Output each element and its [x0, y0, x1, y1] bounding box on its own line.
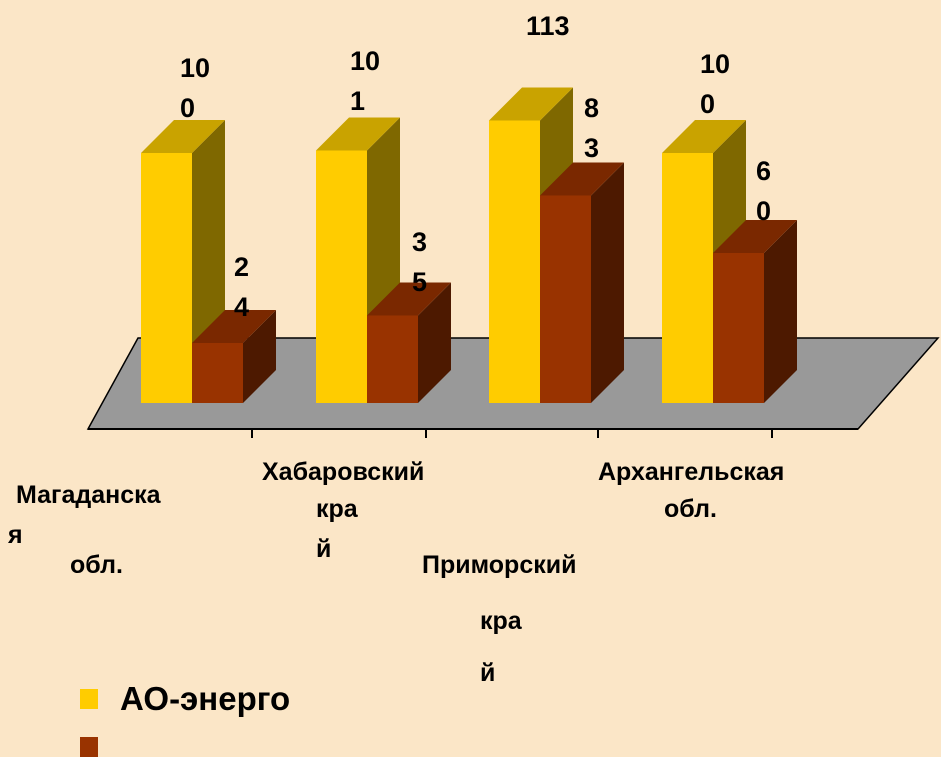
value-label-s2-c2: 5 — [412, 267, 427, 297]
value-label-s2-c1: 2 — [234, 252, 249, 282]
category-label-3: кра — [480, 607, 522, 635]
bar-s2-c2 — [367, 282, 451, 403]
bar-top — [540, 162, 624, 196]
bar-top — [489, 87, 573, 121]
bar-front — [540, 195, 591, 403]
category-label-1: я — [8, 521, 23, 549]
value-label-s1-c2: 10 — [350, 46, 380, 76]
category-label-4: обл. — [664, 495, 717, 523]
category-label-4: Архангельская — [598, 458, 785, 486]
value-label-s1-c1: 10 — [180, 53, 210, 83]
bar-side — [591, 162, 624, 403]
bar-s2-c3 — [540, 162, 624, 403]
bar-top — [367, 282, 451, 316]
bar-side — [243, 310, 276, 403]
legend-swatch-series-1 — [80, 689, 98, 709]
value-label-s2-c3: 8 — [584, 93, 599, 123]
value-label-s2-c4: 0 — [756, 196, 771, 226]
value-label-s2-c3: 3 — [584, 133, 599, 163]
bar-s2-c1 — [192, 310, 276, 403]
legend-item-series-2 — [80, 737, 120, 757]
category-label-1: Магаданска — [16, 481, 161, 509]
category-label-2: й — [316, 535, 332, 563]
legend-label-series-1: АО-энерго — [120, 680, 291, 717]
bar-front — [713, 253, 764, 403]
bar-side — [764, 220, 797, 403]
bar-front — [316, 150, 367, 403]
category-label-1: обл. — [70, 551, 123, 579]
value-label-s2-c2: 3 — [412, 227, 427, 257]
category-label-2: кра — [316, 495, 358, 523]
category-label-3: й — [480, 659, 496, 687]
value-label-s1-c4: 0 — [700, 89, 715, 119]
bar-top — [192, 310, 276, 343]
bar-front — [141, 153, 192, 403]
value-label-s1-c4: 10 — [700, 49, 730, 79]
bar-s2-c4 — [713, 220, 797, 403]
bar-front — [192, 343, 243, 403]
bar-front — [489, 120, 540, 403]
legend-item-series-1: АО-энерго — [80, 680, 290, 718]
bar-top — [141, 120, 225, 153]
value-label-s1-c3: 113 — [526, 11, 570, 41]
bar-side — [418, 282, 451, 403]
value-label-s1-c1: 0 — [180, 93, 195, 123]
value-label-s2-c1: 4 — [234, 292, 249, 322]
bar-top — [713, 220, 797, 253]
value-label-s1-c2: 1 — [350, 86, 365, 116]
bar-front — [367, 315, 418, 403]
category-label-2: Хабаровский — [262, 458, 425, 486]
bar-top — [662, 120, 746, 153]
bar-top — [316, 117, 400, 151]
legend-swatch-series-2 — [80, 737, 98, 757]
value-label-s2-c4: 6 — [756, 156, 771, 186]
bar-s1-c1 — [141, 120, 225, 403]
bar-front — [662, 153, 713, 403]
category-label-3: Приморский — [422, 551, 577, 579]
